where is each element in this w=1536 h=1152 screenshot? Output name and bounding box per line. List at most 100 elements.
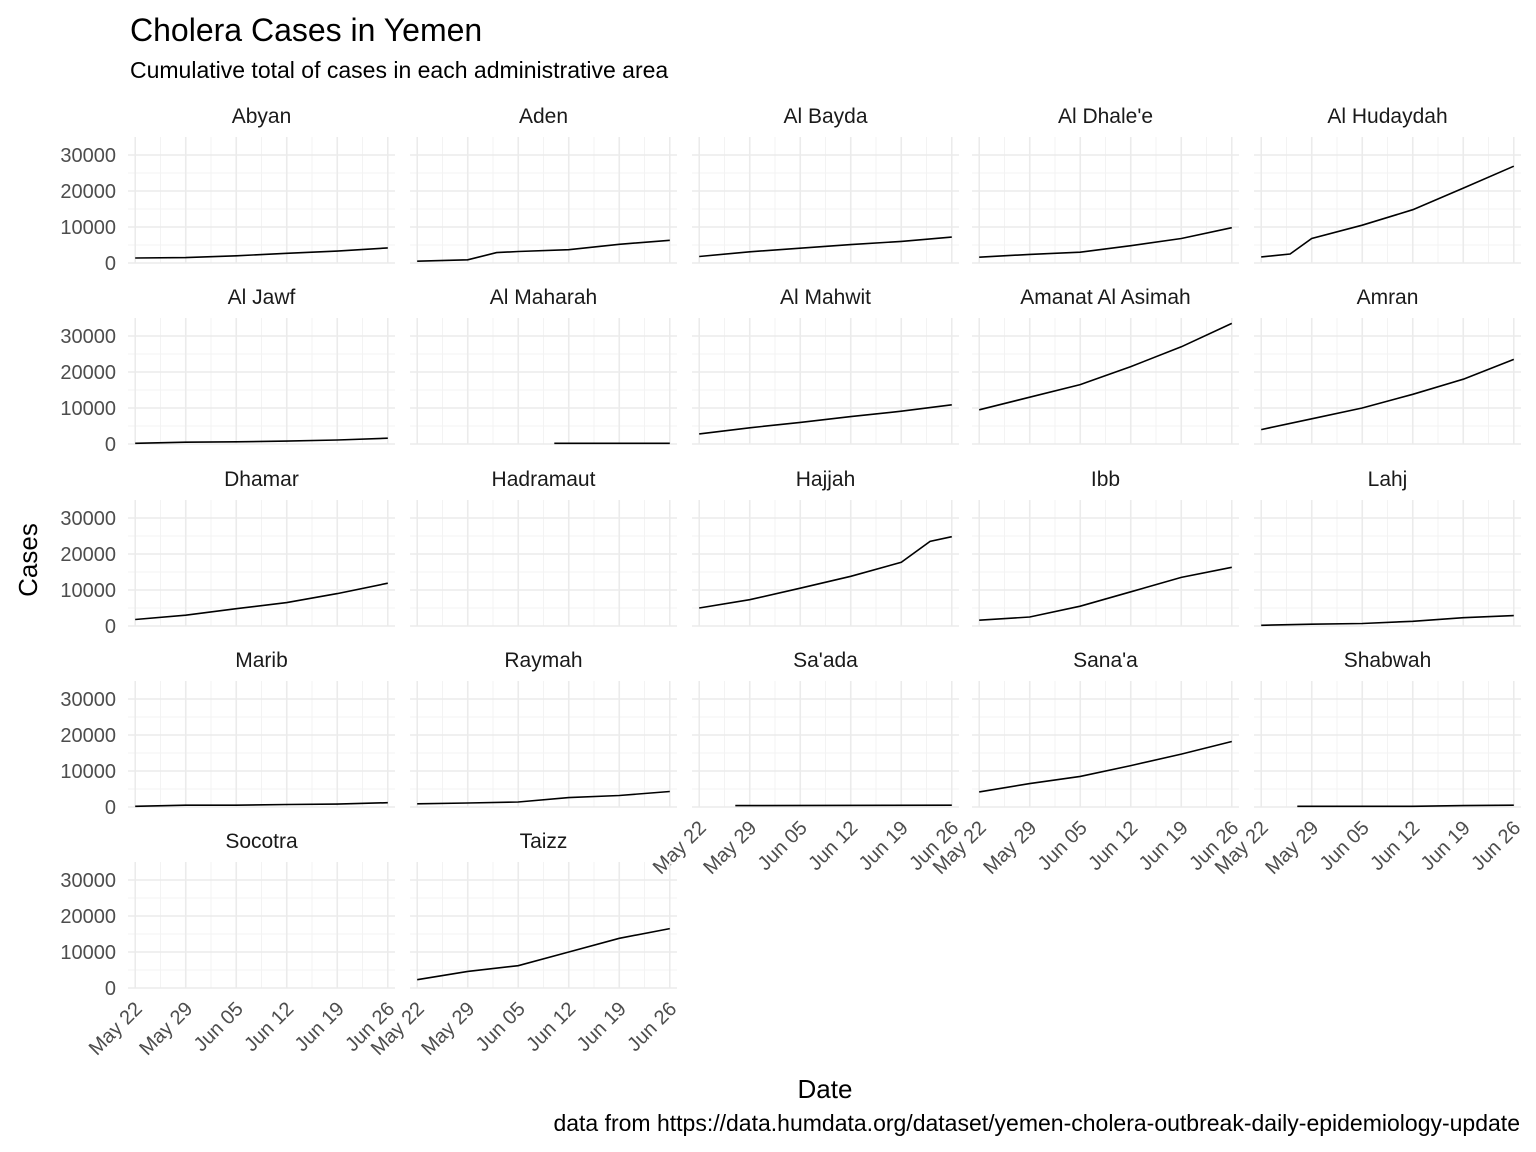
facet-panel: Amran: [1254, 286, 1521, 445]
series-line: [699, 236, 952, 258]
facet-strip-label: Hajjah: [796, 468, 856, 491]
series-line: [135, 801, 388, 808]
y-tick-label: 30000: [60, 145, 116, 167]
facet-panel: Al Jawf 0 10000 20000 30000: [60, 286, 395, 456]
y-tick-label: 10000: [60, 942, 116, 964]
facet-strip-label: Shabwah: [1344, 649, 1432, 672]
facet-panel: Raymah: [410, 649, 677, 808]
x-tick-label: Jun 19: [573, 998, 631, 1056]
x-tick-label: Jun 19: [1135, 817, 1193, 875]
y-tick-label: 20000: [60, 544, 116, 566]
facet-panel: Marib 0 10000 20000 30000: [60, 649, 395, 819]
x-tick-label: Jun 05: [472, 998, 530, 1056]
facet-strip-label: Marib: [235, 649, 288, 672]
x-tick-label: Jun 12: [1084, 817, 1142, 875]
x-tick-label: May 22: [85, 998, 147, 1060]
facet-strip-label: Al Dhale'e: [1058, 105, 1153, 128]
facet-panels: Abyan 0 10000 20000 30000 Aden Al Bayda Al Dhal…: [60, 105, 1525, 1060]
series-line: [417, 927, 670, 981]
facet-panel: Dhamar 0 10000 20000 30000: [60, 468, 395, 638]
y-tick-label: 0: [105, 253, 116, 275]
y-tick-label: 30000: [60, 689, 116, 711]
series-line: [135, 437, 388, 445]
series-line: [1297, 804, 1514, 808]
y-tick-label: 0: [105, 797, 116, 819]
y-tick-label: 20000: [60, 362, 116, 384]
facet-strip-label: Al Maharah: [490, 286, 597, 309]
facet-strip-label: Taizz: [520, 830, 568, 853]
y-tick-label: 10000: [60, 398, 116, 420]
facet-strip-label: Sa'ada: [793, 649, 858, 672]
series-line: [135, 582, 388, 621]
facet-strip-label: Raymah: [504, 649, 582, 672]
x-tick-label: May 29: [699, 817, 761, 879]
x-tick-label: Jun 26: [623, 998, 681, 1056]
facet-strip-label: Abyan: [232, 105, 292, 128]
series-line: [417, 239, 670, 262]
y-tick-label: 20000: [60, 181, 116, 203]
facet-panel: Amanat Al Asimah: [972, 286, 1239, 445]
x-tick-label: May 29: [1261, 817, 1323, 879]
x-tick-label: Jun 12: [1366, 817, 1424, 875]
y-tick-label: 10000: [60, 580, 116, 602]
series-line: [979, 226, 1232, 258]
y-axis-title: Cases: [13, 523, 43, 597]
x-tick-label: Jun 05: [754, 817, 812, 875]
facet-strip-label: Socotra: [225, 830, 298, 853]
x-tick-label: Jun 05: [1034, 817, 1092, 875]
facet-strip-label: Dhamar: [224, 468, 299, 491]
x-tick-label: Jun 19: [291, 998, 349, 1056]
facet-panel: Ibb: [972, 468, 1239, 627]
series-line: [1261, 165, 1515, 258]
facet-strip-label: Al Hudaydah: [1327, 105, 1447, 128]
series-line: [979, 322, 1233, 411]
facet-panel: Hajjah: [692, 468, 959, 627]
facet-panel: Abyan 0 10000 20000 30000: [60, 105, 395, 275]
facet-strip-label: Amanat Al Asimah: [1020, 286, 1190, 309]
x-tick-label: Jun 12: [522, 998, 580, 1056]
chart-caption: data from https://data.humdata.org/datas…: [553, 1110, 1520, 1136]
series-line: [699, 404, 952, 435]
facet-strip-label: Hadramaut: [492, 468, 596, 491]
y-tick-label: 30000: [60, 508, 116, 530]
facet-strip-label: Lahj: [1368, 468, 1408, 491]
facet-panel: Lahj: [1254, 468, 1521, 627]
x-axis-title: Date: [798, 1074, 853, 1104]
chart-subtitle: Cumulative total of cases in each admini…: [130, 57, 668, 83]
y-tick-label: 0: [105, 434, 116, 456]
facet-strip-label: Amran: [1357, 286, 1419, 309]
series-line: [1261, 358, 1515, 431]
facet-strip-label: Aden: [519, 105, 568, 128]
series-line: [135, 247, 388, 259]
facet-strip-label: Al Bayda: [783, 105, 867, 128]
facet-panel: Aden: [410, 105, 677, 264]
chart-title: Cholera Cases in Yemen: [130, 12, 482, 48]
y-tick-label: 20000: [60, 725, 116, 747]
series-line: [1261, 614, 1514, 627]
facet-strip-label: Ibb: [1091, 468, 1120, 491]
facet-panel: Hadramaut: [410, 468, 677, 627]
y-tick-label: 0: [105, 616, 116, 638]
x-tick-label: Jun 19: [1417, 817, 1475, 875]
y-tick-label: 20000: [60, 906, 116, 928]
facet-strip-label: Al Mahwit: [780, 286, 871, 309]
x-tick-label: Jun 19: [855, 817, 913, 875]
y-tick-label: 10000: [60, 217, 116, 239]
x-tick-label: Jun 12: [804, 817, 862, 875]
series-line: [699, 535, 952, 609]
facet-panel: Al Hudaydah: [1254, 105, 1521, 264]
y-tick-label: 10000: [60, 761, 116, 783]
x-tick-label: May 22: [649, 817, 711, 879]
y-tick-label: 30000: [60, 326, 116, 348]
x-tick-label: Jun 05: [190, 998, 248, 1056]
facet-strip-label: Sana'a: [1073, 649, 1138, 672]
facet-panel: Al Dhale'e: [972, 105, 1239, 264]
facet-strip-label: Al Jawf: [228, 286, 296, 309]
x-tick-label: Jun 12: [240, 998, 298, 1056]
x-tick-label: May 29: [417, 998, 479, 1060]
x-tick-label: May 29: [135, 998, 197, 1060]
